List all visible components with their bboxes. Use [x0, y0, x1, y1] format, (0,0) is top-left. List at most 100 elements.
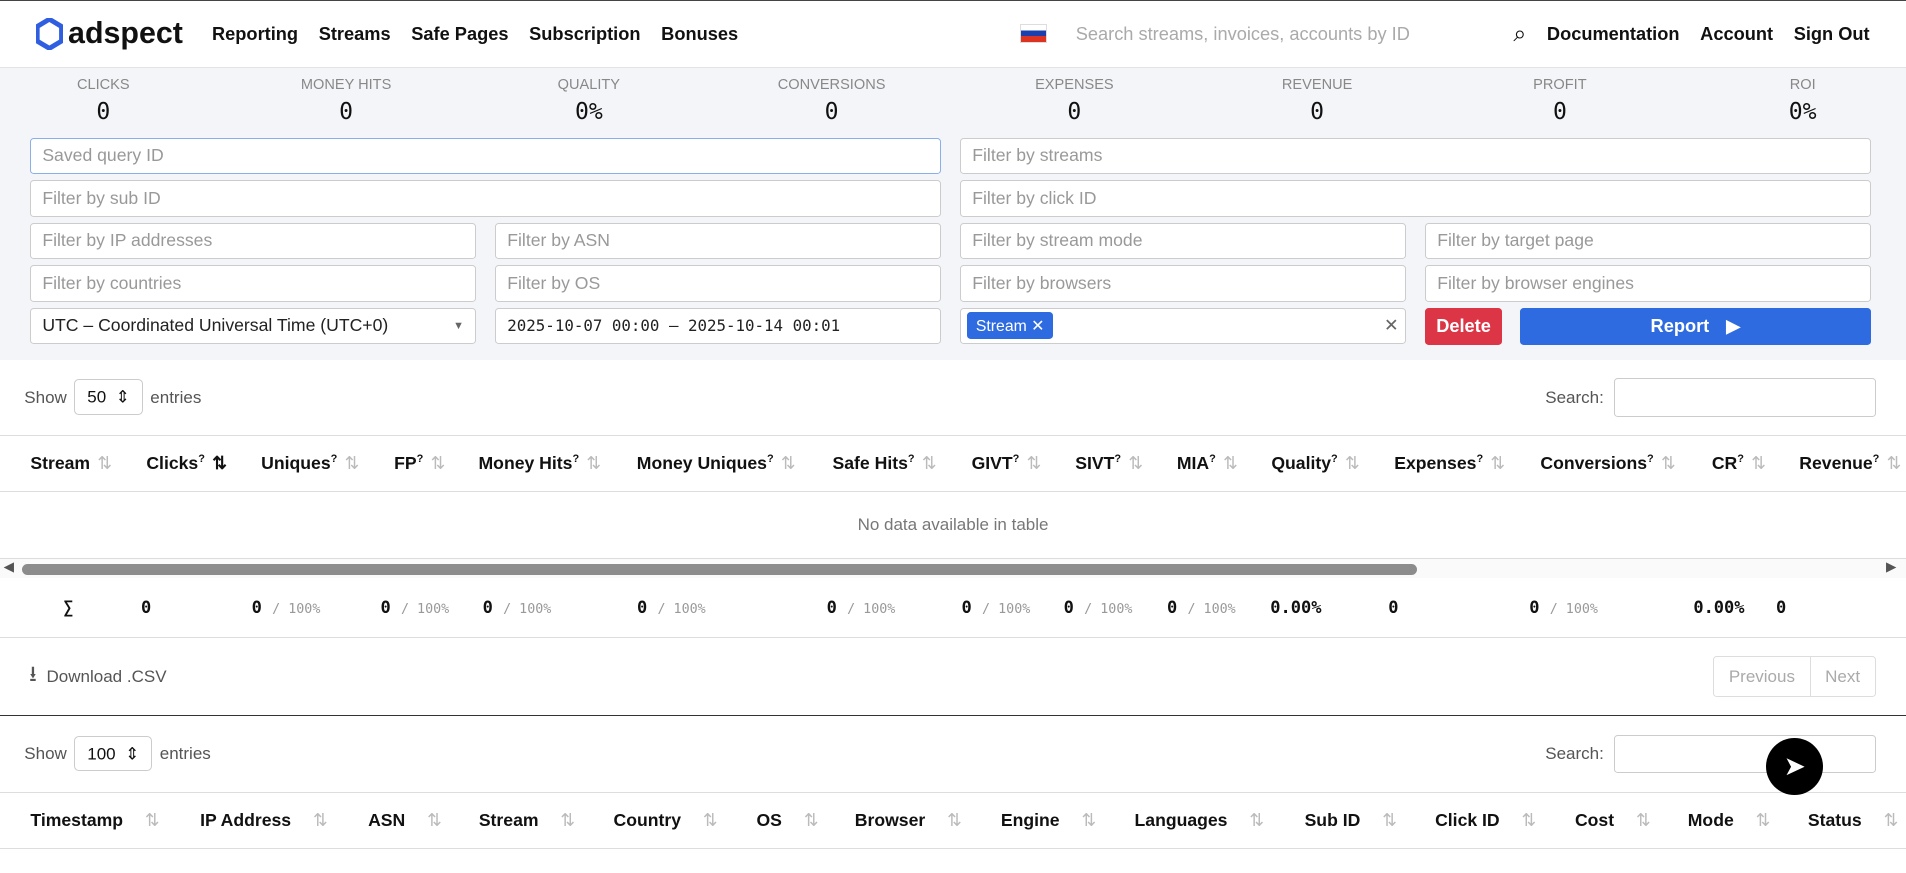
column-header[interactable]: OS ⇅ [726, 791, 825, 849]
sort-icon[interactable]: ⇅ [1490, 453, 1506, 474]
sub-id-filter[interactable]: Filter by sub ID [30, 180, 941, 217]
column-header[interactable]: Clicks? ⇅ [115, 435, 231, 493]
search-icon[interactable]: ⌕ [1513, 20, 1527, 47]
column-header[interactable]: Engine ⇅ [970, 791, 1105, 849]
nav-documentation[interactable]: Documentation [1546, 22, 1680, 44]
column-header[interactable]: MIA? ⇅ [1146, 435, 1241, 493]
sort-icon[interactable]: ⇅ [427, 809, 442, 830]
clear-icon[interactable]: ✕ [1384, 315, 1399, 336]
column-header[interactable]: ASN ⇅ [337, 791, 449, 849]
sort-icon[interactable]: ⇅ [921, 453, 937, 474]
russia-flag-icon[interactable] [1020, 24, 1047, 44]
column-header[interactable]: Money Hits? ⇅ [448, 435, 607, 493]
column-header[interactable]: Browser ⇅ [824, 791, 971, 849]
sort-icon[interactable]: ⇅ [1661, 453, 1676, 474]
help-icon[interactable]: ? [198, 453, 205, 466]
help-icon[interactable]: ? [907, 453, 915, 466]
help-icon[interactable]: ? [1647, 453, 1654, 466]
column-header[interactable]: Country ⇅ [583, 791, 727, 849]
sort-icon[interactable]: ⇅ [780, 453, 796, 474]
column-header[interactable]: FP? ⇅ [363, 435, 449, 493]
target-page-filter[interactable]: Filter by target page [1425, 222, 1871, 260]
help-icon[interactable]: ? [1737, 453, 1744, 466]
column-header[interactable]: Money Uniques? ⇅ [606, 435, 803, 493]
countries-filter[interactable]: Filter by countries [30, 265, 476, 302]
column-header[interactable]: Languages ⇅ [1104, 791, 1275, 849]
column-header[interactable]: Mode ⇅ [1657, 791, 1778, 849]
global-search-input[interactable]: Search streams, invoices, accounts by ID [1075, 22, 1410, 44]
sort-icon[interactable]: ⇅ [586, 453, 602, 474]
engines-filter[interactable]: Filter by browser engines [1425, 265, 1871, 302]
sort-icon[interactable]: ⇅ [312, 809, 328, 830]
column-header[interactable]: Conversions? ⇅ [1510, 435, 1682, 493]
sort-icon[interactable]: ⇅ [1249, 809, 1265, 830]
sort-icon[interactable]: ⇅ [1128, 453, 1144, 474]
timezone-select[interactable]: UTC – Coordinated Universal Time (UTC+0)… [30, 307, 476, 345]
sort-icon[interactable]: ⇅ [803, 809, 819, 830]
entries-select[interactable]: 50 ⇕ [74, 379, 144, 415]
sort-icon[interactable]: ⇅ [1755, 809, 1771, 830]
nav-sign-out[interactable]: Sign Out [1793, 22, 1870, 44]
sort-icon[interactable]: ⇅ [560, 809, 576, 830]
sort-icon[interactable]: ⇅ [1081, 809, 1097, 830]
column-header[interactable]: Revenue? ⇅ [1768, 435, 1906, 493]
help-icon[interactable]: ? [330, 453, 338, 466]
next-button[interactable]: Next [1825, 666, 1861, 686]
sort-icon[interactable]: ⇅ [947, 809, 962, 830]
saved-query-input[interactable]: Saved query ID [30, 137, 941, 175]
column-header[interactable]: Status ⇅ [1777, 791, 1906, 849]
sort-icon[interactable]: ⇅ [430, 453, 446, 474]
nav-safe-pages[interactable]: Safe Pages [411, 22, 509, 44]
help-icon[interactable]: ? [1872, 453, 1880, 466]
help-icon[interactable]: ? [1476, 453, 1484, 466]
column-header[interactable]: Stream ⇅ [0, 435, 116, 493]
help-icon[interactable]: ? [1331, 453, 1338, 466]
help-icon[interactable]: ? [1209, 453, 1216, 466]
sort-icon[interactable]: ⇅ [344, 453, 360, 474]
asn-filter[interactable]: Filter by ASN [495, 222, 941, 260]
report-button[interactable]: Report ▶ [1520, 307, 1871, 346]
sort-icon[interactable]: ⇅ [1883, 809, 1899, 830]
help-icon[interactable]: ? [766, 453, 774, 466]
column-header[interactable]: Expenses? ⇅ [1363, 435, 1510, 493]
group-by-select[interactable]: Stream ✕ ✕ [960, 307, 1406, 345]
sort-icon[interactable]: ⇅ [97, 453, 113, 474]
column-header[interactable]: Sub ID ⇅ [1274, 791, 1405, 849]
sort-icon[interactable]: ⇅ [1886, 453, 1902, 474]
delete-button[interactable]: Delete [1425, 307, 1502, 346]
column-header[interactable]: Safe Hits? ⇅ [802, 435, 942, 493]
column-header[interactable]: SIVT? ⇅ [1044, 435, 1147, 493]
sort-icon[interactable]: ⇅ [702, 809, 718, 830]
column-header[interactable]: Click ID ⇅ [1404, 791, 1545, 849]
entries-select[interactable]: 100 ⇕ [74, 735, 153, 772]
nav-subscription[interactable]: Subscription [529, 22, 641, 44]
sort-icon[interactable]: ⇅ [1751, 453, 1766, 474]
column-header[interactable]: GIVT? ⇅ [941, 435, 1045, 493]
column-header[interactable]: IP Address ⇅ [169, 791, 338, 849]
sort-icon[interactable]: ⇅ [1382, 809, 1397, 830]
nav-streams[interactable]: Streams [318, 22, 391, 44]
ip-filter[interactable]: Filter by IP addresses [30, 222, 476, 260]
nav-account[interactable]: Account [1700, 22, 1774, 44]
sort-icon[interactable]: ⇅ [1635, 809, 1651, 830]
download-icon[interactable]: ⭳ [29, 661, 37, 687]
sort-icon[interactable]: ⇅ [1521, 809, 1537, 830]
os-filter[interactable]: Filter by OS [495, 265, 941, 302]
help-icon[interactable]: ? [1012, 453, 1020, 466]
sort-icon[interactable]: ⇅ [212, 453, 227, 474]
nav-bonuses[interactable]: Bonuses [661, 22, 739, 44]
sort-icon[interactable]: ⇅ [1223, 453, 1238, 474]
help-icon[interactable]: ? [1114, 453, 1122, 466]
sort-icon[interactable]: ⇅ [144, 809, 160, 830]
telegram-icon[interactable]: ➤ [1766, 737, 1824, 795]
column-header[interactable]: CR? ⇅ [1681, 435, 1769, 493]
table-search-input[interactable] [1613, 734, 1876, 774]
click-id-filter[interactable]: Filter by click ID [960, 180, 1871, 217]
column-header[interactable]: Quality? ⇅ [1240, 435, 1364, 493]
group-tag[interactable]: Stream ✕ [967, 312, 1053, 340]
table-search-input[interactable] [1613, 378, 1876, 417]
column-header[interactable]: Timestamp ⇅ [0, 791, 170, 849]
help-icon[interactable]: ? [572, 453, 580, 466]
logo[interactable]: adspect [36, 16, 183, 51]
horizontal-scrollbar[interactable]: ◀ ▶ [0, 558, 1906, 579]
